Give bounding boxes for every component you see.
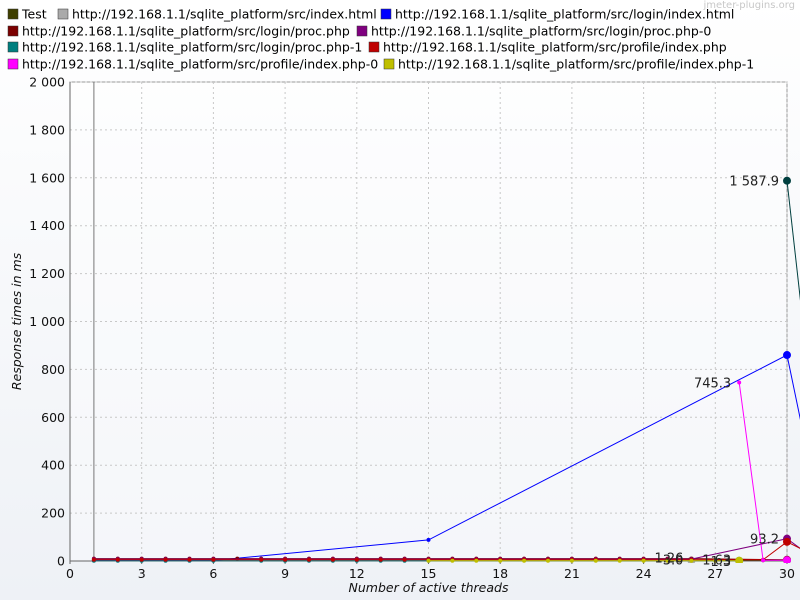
data-point — [665, 558, 670, 563]
series-end-marker — [783, 351, 791, 360]
data-label: 1.26 — [654, 552, 683, 567]
legend-label: http://192.168.1.1/sqlite_platform/src/p… — [398, 57, 754, 72]
x-tick-label: 0 — [66, 566, 74, 581]
data-point — [522, 558, 527, 563]
data-point — [498, 558, 503, 563]
legend-swatch — [368, 41, 380, 53]
data-point — [402, 557, 407, 562]
data-point — [91, 557, 96, 562]
data-point — [689, 558, 694, 563]
x-tick-label: 3 — [138, 566, 146, 581]
data-point — [546, 558, 550, 563]
series-line — [786, 180, 800, 301]
legend-label: http://192.168.1.1/sqlite_platform/src/p… — [22, 57, 378, 72]
data-point — [378, 557, 383, 562]
data-label: 1.63 — [702, 554, 731, 569]
data-point — [450, 558, 455, 563]
data-label: 1.3 — [711, 555, 732, 570]
x-tick-label: 24 — [636, 566, 652, 581]
data-label: 3.0 — [663, 554, 684, 569]
series-end-marker — [783, 556, 791, 563]
x-tick-label: 30 — [779, 566, 795, 581]
data-label: 745.3 — [694, 377, 731, 392]
data-label: 1 587.9 — [729, 175, 779, 190]
data-point — [139, 557, 144, 562]
x-tick-label: 18 — [492, 566, 508, 581]
legend-swatch — [380, 8, 392, 20]
y-tick-label: 1 600 — [29, 170, 65, 185]
legend-label: http://192.168.1.1/sqlite_platform/src/l… — [22, 40, 362, 55]
legend-label: Test — [21, 7, 47, 22]
y-axis-title: Response times in ms — [9, 252, 24, 390]
data-point — [713, 558, 718, 563]
x-tick-label: 15 — [421, 566, 437, 581]
legend-label: http://192.168.1.1/sqlite_platform/src/i… — [72, 7, 377, 22]
data-point — [259, 557, 264, 562]
y-tick-label: 1 000 — [29, 314, 65, 329]
data-point — [283, 557, 288, 562]
data-point — [617, 558, 622, 563]
series-end-marker — [783, 537, 791, 546]
data-point — [737, 380, 742, 385]
plot-area — [69, 81, 788, 562]
legend-label: http://192.168.1.1/sqlite_platform/src/l… — [395, 7, 734, 22]
y-tick-label: 400 — [41, 458, 65, 473]
data-point — [354, 557, 359, 562]
x-tick-label: 12 — [349, 566, 365, 581]
data-point — [761, 558, 766, 563]
data-point — [115, 557, 120, 562]
legend-swatch — [356, 25, 368, 37]
y-tick-label: 1 200 — [29, 266, 65, 281]
series-end-marker — [783, 176, 791, 185]
data-point — [187, 557, 192, 562]
watermark-text: jmeter-plugins.org — [702, 0, 795, 11]
data-point — [641, 558, 646, 563]
data-point — [330, 557, 335, 562]
legend-swatch — [7, 8, 19, 20]
data-point — [307, 557, 311, 562]
data-point — [593, 558, 598, 563]
y-tick-label: 2 000 — [29, 75, 65, 90]
x-tick-label: 21 — [564, 566, 580, 581]
data-point — [426, 537, 431, 542]
data-label: 93.2 — [750, 533, 779, 548]
y-tick-label: 0 — [57, 554, 65, 569]
legend-swatch — [7, 41, 19, 53]
y-tick-label: 600 — [41, 410, 65, 425]
y-tick-label: 1 400 — [29, 218, 65, 233]
legend-label: http://192.168.1.1/sqlite_platform/src/l… — [371, 24, 711, 39]
x-tick-label: 6 — [209, 566, 217, 581]
data-point — [211, 557, 216, 562]
y-tick-label: 200 — [41, 506, 65, 521]
data-point — [426, 558, 431, 563]
legend-swatch — [383, 58, 395, 70]
series-group — [91, 176, 800, 563]
legend-label: http://192.168.1.1/sqlite_platform/src/p… — [383, 40, 727, 55]
data-point — [163, 557, 168, 562]
data-point — [474, 558, 479, 563]
x-tick-label: 9 — [281, 566, 289, 581]
x-axis-title: Number of active threads — [349, 580, 509, 595]
legend-swatch — [57, 8, 69, 20]
series-end-marker — [735, 556, 744, 563]
legend-label: http://192.168.1.1/sqlite_platform/src/l… — [22, 24, 350, 39]
legend-swatch — [7, 58, 19, 70]
y-tick-label: 1 800 — [29, 122, 65, 137]
data-point — [569, 558, 574, 563]
x-tick-label: 27 — [707, 566, 723, 581]
legend-swatch — [7, 25, 19, 37]
y-tick-label: 800 — [41, 362, 65, 377]
